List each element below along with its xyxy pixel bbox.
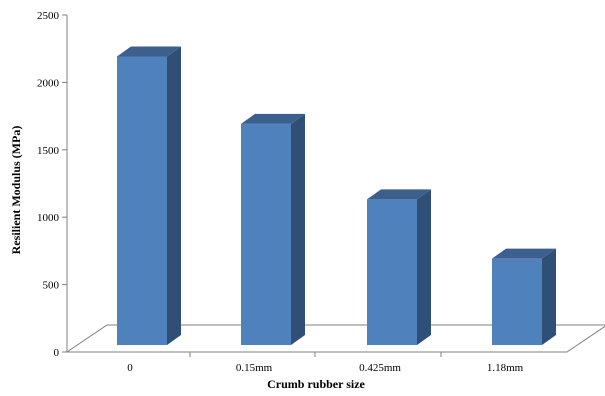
x-tick-label: 0 [127,362,133,374]
x-tick-label: 0.425mm [359,362,401,374]
x-tick-labels: 0 0.15mm 0.425mm 1.18mm [127,362,523,374]
bar-top-face [117,46,181,57]
bars [117,46,556,345]
y-tick-label: 2500 [37,10,60,22]
x-tick-label: 0.15mm [236,362,273,374]
y-tick-label: 1500 [37,145,60,157]
x-tick-label: 1.18mm [487,362,524,374]
y-axis: 0 500 1000 1500 2000 2500 [37,10,442,359]
bar-side-face [542,248,556,345]
bar [492,248,556,345]
bar-top-face [492,248,556,259]
y-axis-title: Resilient Modulus (MPa) [9,126,23,255]
bar-top-face [367,189,431,200]
bar [117,46,181,345]
floor-plane [65,324,605,353]
bar [367,189,431,345]
bar-front-face [492,258,542,345]
bar [241,113,305,345]
y-tick-label: 0 [54,347,60,359]
bar-front-face [241,123,291,345]
bar-side-face [417,189,431,345]
bar-side-face [291,113,305,345]
y-tick-label: 2000 [37,77,60,89]
y-tick-label: 500 [43,280,60,292]
bar-front-face [117,56,167,345]
bar-front-face [367,199,417,345]
chart-floor [65,324,605,353]
bar-side-face [167,46,181,345]
bar-top-face [241,113,305,124]
y-tick-label: 1000 [37,212,60,224]
x-axis-title: Crumb rubber size [267,377,365,391]
